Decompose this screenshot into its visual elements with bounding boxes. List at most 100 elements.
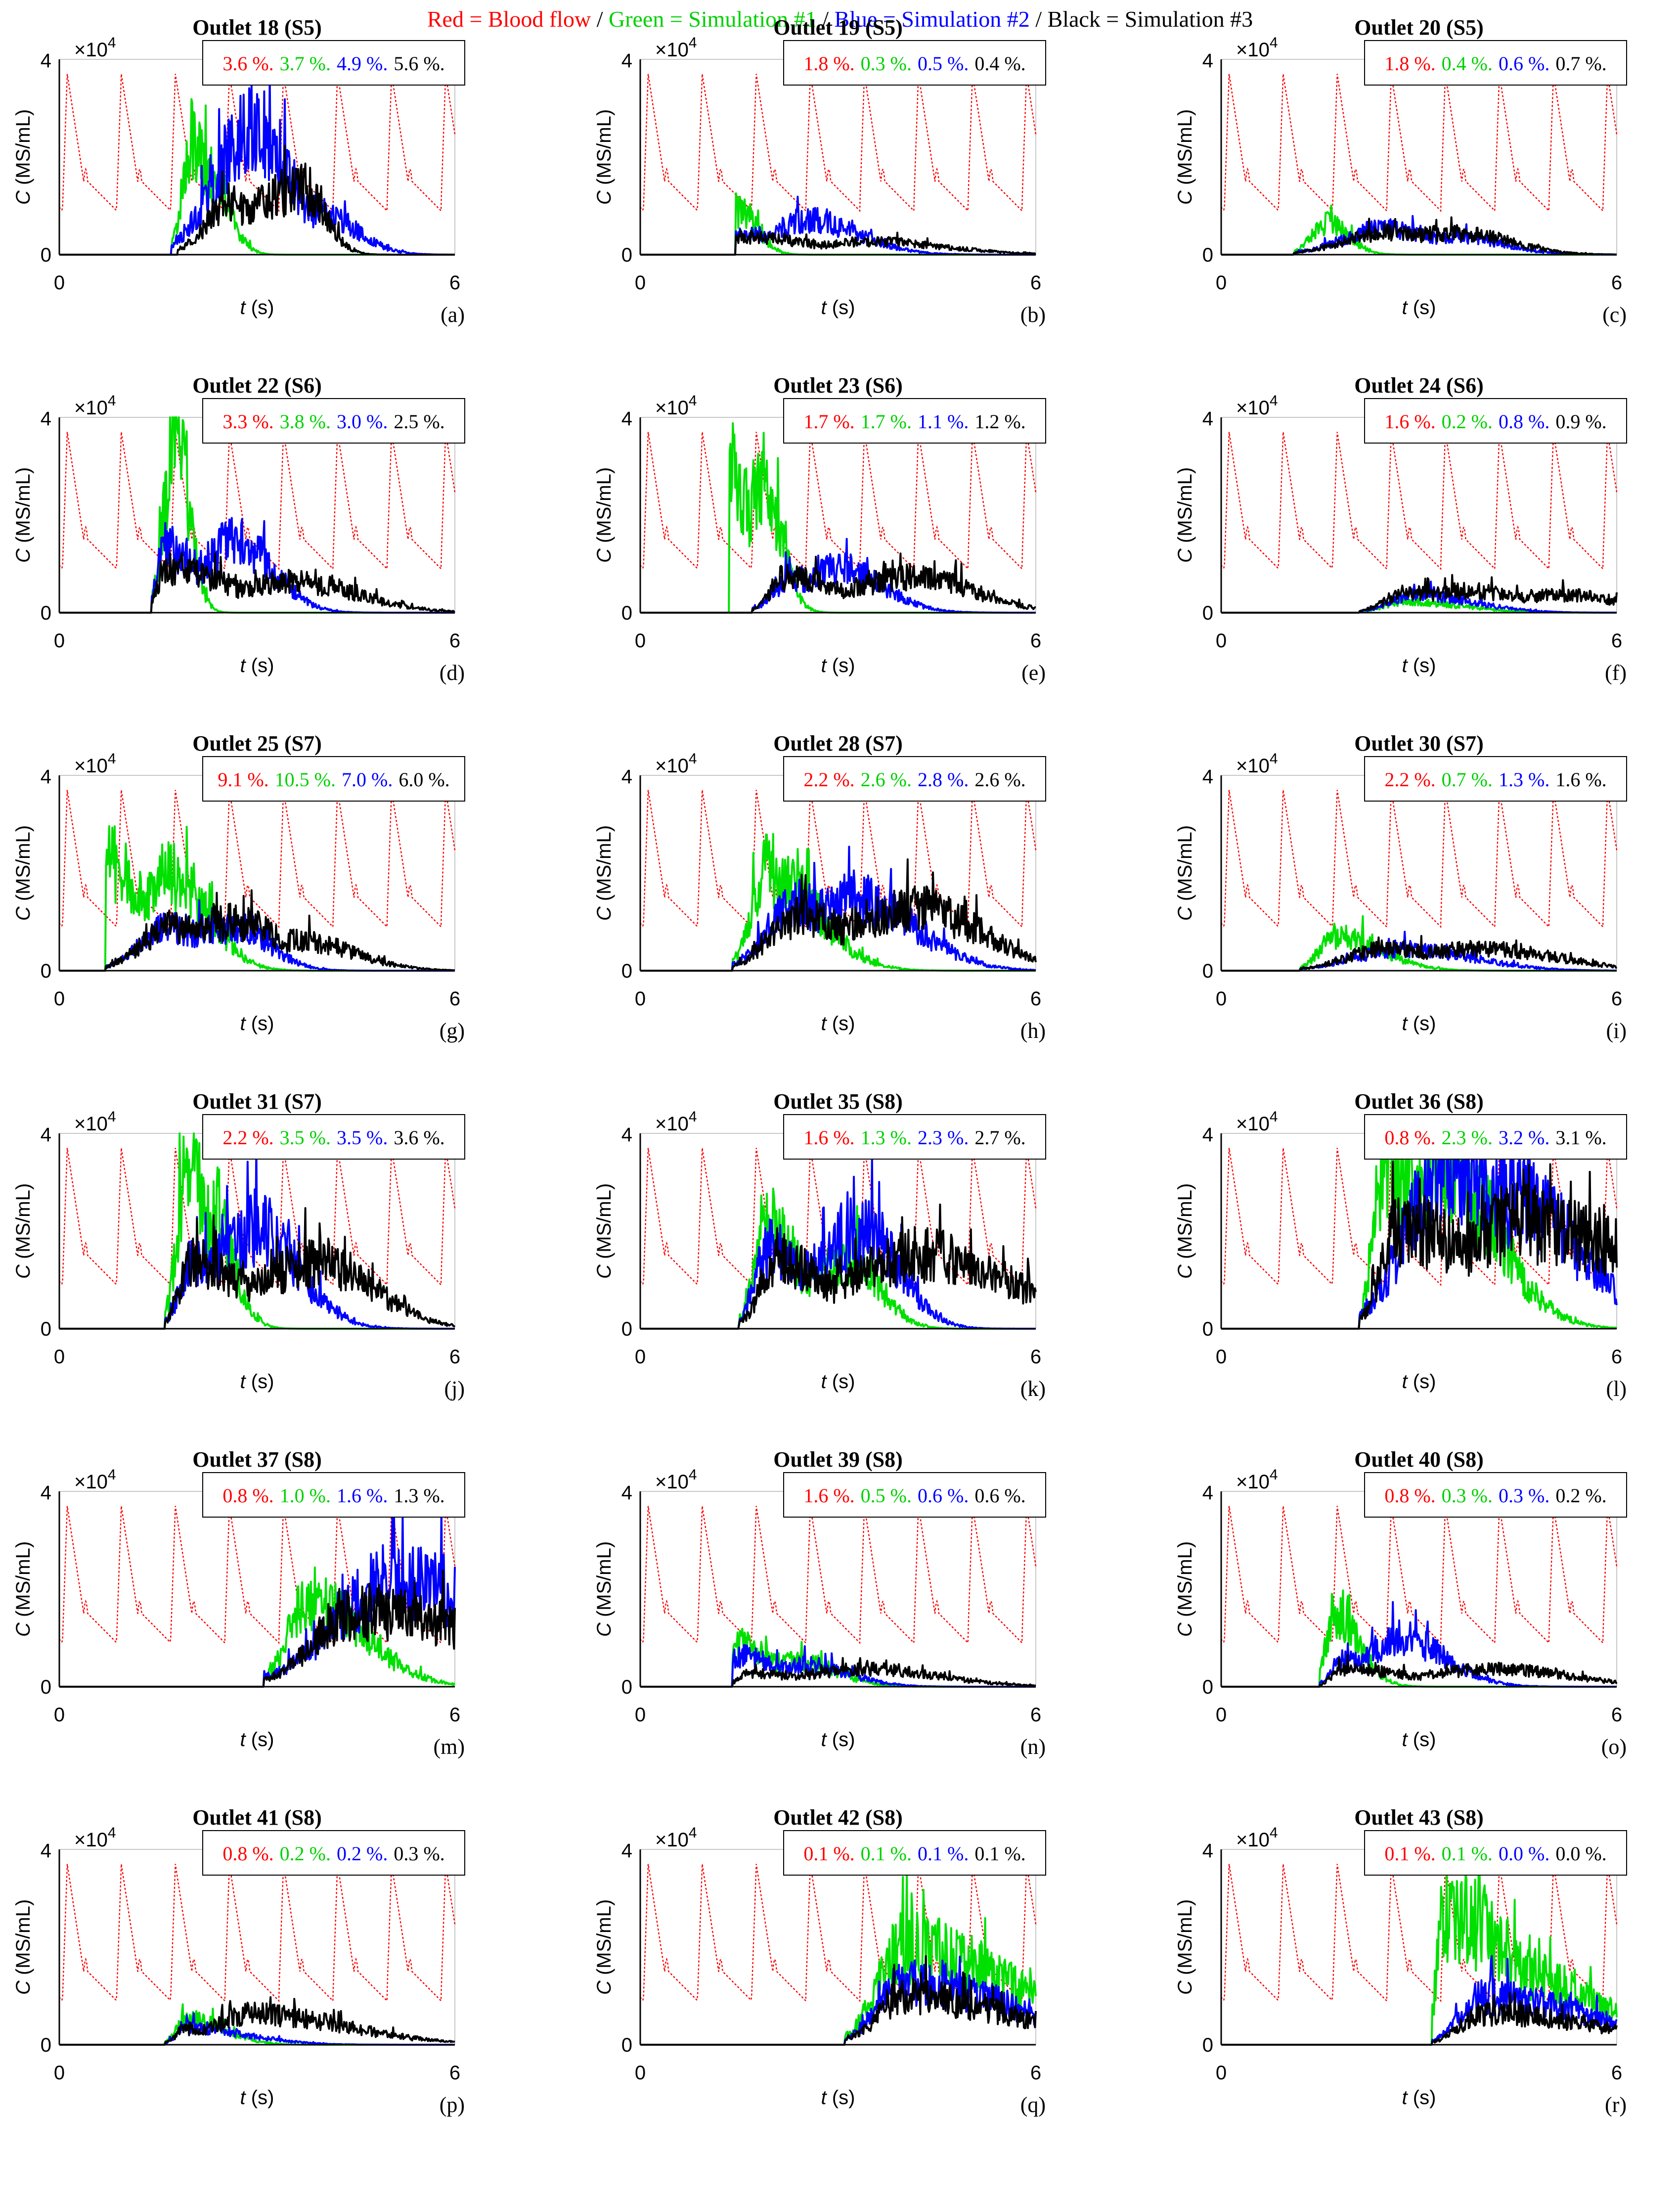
panel-label: (f) — [1605, 661, 1627, 685]
panel-title: Outlet 28 (S7) — [773, 731, 903, 756]
panel-label: (d) — [440, 661, 465, 685]
series-simulation-1 — [1221, 596, 1617, 614]
x-tick-label: 6 — [1611, 272, 1622, 294]
percentage-sim-3: 6.0 %. — [398, 768, 449, 791]
exponent-power: 4 — [689, 393, 697, 409]
percentage-text: 0.8 %. 1.0 %. 1.6 %. 1.3 %. — [222, 1484, 444, 1507]
y-tick-label: 0 — [1202, 244, 1213, 266]
percentage-sim-3: 0.1 %. — [974, 1842, 1025, 1865]
percentage-sim-2: 0.8 %. — [1499, 410, 1549, 433]
panel-title: Outlet 23 (S6) — [773, 373, 903, 398]
x-tick-label: 6 — [1611, 988, 1622, 1010]
panel-title: Outlet 25 (S7) — [192, 731, 322, 756]
percentage-sim-2: 7.0 %. — [342, 768, 393, 791]
percentage-text: 1.8 %. 0.4 %. 0.6 %. 0.7 %. — [1384, 52, 1606, 75]
percentage-text: 1.6 %. 0.5 %. 0.6 %. 0.6 %. — [803, 1484, 1025, 1507]
x-tick-label: 6 — [449, 1346, 460, 1368]
panel-o: Outlet 40 (S8) 4 00 6 ×104 C (MS/mL) t (s) (o) 0… — [1174, 1447, 1627, 1759]
x-tick-label: 0 — [54, 272, 65, 294]
x-axis-variable: t — [240, 1013, 247, 1034]
x-axis-unit: (s) — [827, 655, 855, 676]
exponent-label: ×104 — [1236, 35, 1278, 61]
percentage-blood-flow: 1.6 %. — [803, 1484, 854, 1507]
percentage-sim-3: 0.6 %. — [974, 1484, 1025, 1507]
x-tick-label: 6 — [1030, 272, 1041, 294]
x-tick-label: 6 — [1030, 1704, 1041, 1726]
y-axis-unit: (MS/mL) — [593, 1899, 615, 1980]
panel-p: Outlet 41 (S8) 4 00 6 ×104 C (MS/mL) t (s) (p) 0… — [12, 1805, 465, 2117]
x-axis-label: t (s) — [1402, 655, 1436, 676]
percentage-sim-2: 2.3 %. — [918, 1126, 969, 1149]
y-axis-variable: C — [593, 1980, 615, 1995]
y-tick-label: 0 — [621, 1318, 632, 1340]
x-axis-unit: (s) — [1408, 1371, 1436, 1392]
y-axis-label: C (MS/mL) — [593, 1541, 615, 1637]
panel-title: Outlet 43 (S8) — [1354, 1805, 1484, 1830]
percentage-sim-3: 0.9 %. — [1555, 410, 1606, 433]
percentage-text: 9.1 %. 10.5 %. 7.0 %. 6.0 %. — [218, 768, 449, 791]
panel-h: Outlet 28 (S7) 4 00 6 ×104 C (MS/mL) t (s) (h) 2… — [593, 731, 1046, 1043]
percentage-sim-3: 5.6 %. — [394, 52, 444, 75]
series-simulation-3 — [1221, 1654, 1618, 1688]
y-tick-label: 0 — [621, 960, 632, 982]
x-tick-label: 6 — [1611, 630, 1622, 652]
percentage-blood-flow: 1.8 %. — [803, 52, 854, 75]
x-axis-label: t (s) — [240, 1729, 274, 1750]
series-blood-flow — [1220, 432, 1618, 571]
x-axis-variable: t — [1402, 1371, 1409, 1392]
y-tick-label: 4 — [621, 1482, 632, 1504]
percentage-sim-3: 1.2 %. — [974, 410, 1025, 433]
panel-label: (k) — [1020, 1377, 1046, 1401]
panel-title: Outlet 37 (S8) — [192, 1447, 322, 1472]
y-axis-label: C (MS/mL) — [1174, 1183, 1196, 1279]
x-tick-label: 6 — [449, 2062, 460, 2084]
percentage-sim-3: 3.1 %. — [1555, 1126, 1606, 1149]
x-axis-label: t (s) — [240, 297, 274, 318]
legend-separator: / — [1029, 6, 1048, 32]
series-blood-flow — [58, 74, 456, 213]
panel-f: Outlet 24 (S6) 4 00 6 ×104 C (MS/mL) t (s) (f) 1… — [1174, 373, 1627, 685]
percentage-box — [783, 1830, 1046, 1876]
percentage-text: 0.1 %. 0.1 %. 0.0 %. 0.0 %. — [1384, 1842, 1606, 1865]
x-axis-label: t (s) — [1402, 2087, 1436, 2109]
percentage-sim-1: 1.0 %. — [280, 1484, 331, 1507]
percentage-text: 0.1 %. 0.1 %. 0.1 %. 0.1 %. — [803, 1842, 1025, 1865]
x-tick-label: 0 — [54, 2062, 65, 2084]
percentage-sim-2: 0.1 %. — [918, 1842, 969, 1865]
percentage-box — [1364, 398, 1627, 444]
percentage-text: 1.6 %. 1.3 %. 2.3 %. 2.7 %. — [803, 1126, 1025, 1149]
percentage-sim-3: 0.0 %. — [1555, 1842, 1606, 1865]
y-axis-unit: (MS/mL) — [12, 1899, 34, 1980]
x-tick-label: 0 — [635, 1346, 646, 1368]
x-tick-label: 0 — [1216, 2062, 1227, 2084]
percentage-blood-flow: 2.2 %. — [222, 1126, 273, 1149]
percentage-box — [783, 1472, 1046, 1518]
panel-label: (l) — [1606, 1377, 1627, 1401]
percentage-sim-1: 0.2 %. — [1442, 410, 1493, 433]
percentage-blood-flow: 1.6 %. — [803, 1126, 854, 1149]
percentage-blood-flow: 9.1 %. — [218, 768, 268, 791]
panel-label: (i) — [1606, 1019, 1627, 1043]
panel-title: Outlet 24 (S6) — [1354, 373, 1484, 398]
y-axis-unit: (MS/mL) — [1174, 825, 1196, 906]
panel-label: (g) — [440, 1019, 465, 1043]
y-axis-unit: (MS/mL) — [593, 1183, 615, 1264]
x-axis-variable: t — [240, 1371, 247, 1392]
percentage-box — [202, 756, 465, 802]
x-axis-label: t (s) — [240, 1371, 274, 1392]
panel-title: Outlet 19 (S5) — [773, 15, 903, 40]
series-blood-flow — [58, 1864, 456, 2003]
exponent-power: 4 — [1270, 35, 1278, 51]
y-axis-variable: C — [593, 906, 615, 921]
series-blood-flow — [1220, 1148, 1618, 1287]
panel-g: Outlet 25 (S7) 4 00 6 ×104 C (MS/mL) t (s) (g) 9… — [12, 731, 465, 1043]
x-tick-label: 6 — [1611, 1346, 1622, 1368]
y-axis-variable: C — [593, 1264, 615, 1279]
x-axis-label: t (s) — [1402, 1729, 1436, 1750]
y-tick-label: 4 — [1202, 50, 1213, 72]
exponent-label: ×104 — [655, 1467, 697, 1493]
y-tick-label: 4 — [41, 1482, 51, 1504]
y-tick-label: 4 — [621, 1124, 632, 1146]
y-axis-label: C (MS/mL) — [593, 1899, 615, 1995]
panel-label: (q) — [1020, 2093, 1046, 2117]
